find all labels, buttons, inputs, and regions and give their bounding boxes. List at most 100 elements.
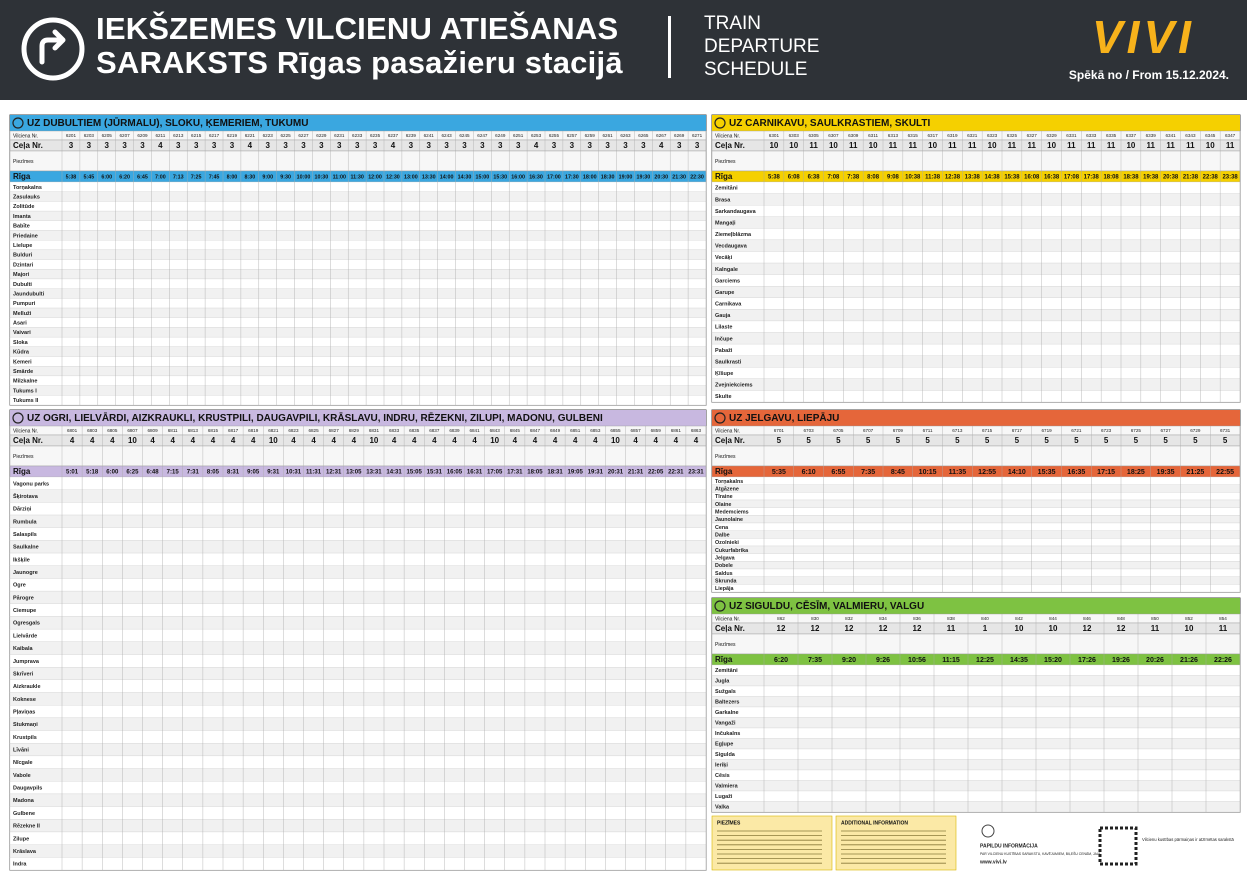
station-row (711, 553, 1241, 562)
station-name: Krāslava (13, 849, 37, 855)
station-row (9, 336, 707, 347)
station-name: Skrīveri (13, 671, 34, 677)
station-name: Pārogre (13, 595, 34, 601)
departure-time: 12:25 (976, 657, 994, 664)
station-name: Milzkalne (13, 379, 37, 385)
row-label: Piezīmes (715, 642, 736, 648)
section-icon (12, 412, 24, 424)
station-name: Carnikava (715, 302, 742, 308)
departure-time: 16:00 (511, 174, 525, 180)
station-row (711, 801, 1241, 813)
station-name: Ogresgals (13, 621, 40, 627)
platform: 3 (552, 141, 557, 150)
train-number: 6725 (1131, 428, 1142, 433)
departure-time: 8:08 (867, 175, 880, 181)
train-number: 862 (777, 616, 785, 621)
station-name: Zasulauks (13, 194, 40, 200)
station-name: Baltezers (715, 700, 739, 706)
train-number: 6267 (656, 133, 667, 138)
departure-time: 18:38 (1123, 175, 1139, 181)
platform: 11 (1028, 141, 1037, 150)
train-number: 830 (811, 616, 819, 621)
platform: 3 (498, 141, 503, 150)
station-name: Koknese (13, 697, 36, 703)
station-name: Vecdaugava (715, 244, 748, 250)
station-name: Cena (715, 525, 729, 531)
station-name: Indra (13, 862, 27, 868)
train-number: 6711 (923, 428, 933, 433)
platform: 3 (516, 141, 521, 150)
station-name: Dzintari (13, 262, 34, 268)
departure-time: 16:08 (1024, 175, 1040, 181)
station-name: Ziemeļblāzma (715, 232, 752, 238)
departure-time: 6:00 (101, 174, 112, 180)
platform: 12 (777, 624, 786, 633)
train-number: 844 (1049, 616, 1057, 621)
departure-time: 13:31 (366, 470, 382, 476)
station-name: Nīcgale (13, 760, 33, 766)
departure-time: 17:05 (487, 470, 503, 476)
station-name: Garupe (715, 290, 734, 296)
departure-time: 17:08 (1064, 175, 1080, 181)
station-row (9, 654, 707, 668)
platform: 4 (633, 436, 638, 445)
station-name: Salaspils (13, 532, 37, 538)
platform: 4 (432, 436, 437, 445)
platform: 3 (623, 141, 628, 150)
train-number: 6241 (424, 133, 435, 138)
platform: 10 (1126, 141, 1135, 150)
station-name: Ciemupe (13, 608, 36, 614)
departure-time: 9:30 (280, 174, 291, 180)
train-number: 6239 (406, 133, 417, 138)
train-number: 6863 (691, 428, 702, 433)
station-row (9, 249, 707, 260)
platform: 5 (925, 436, 930, 445)
platform: 3 (230, 141, 235, 150)
row-label: Rīga (715, 467, 733, 476)
station-row (711, 759, 1241, 771)
row-label: Piezīmes (13, 159, 34, 165)
station-name: Asari (13, 321, 27, 327)
legend-title: PIEZĪMES (717, 819, 741, 826)
departure-time: 14:00 (440, 174, 454, 180)
station-row (711, 568, 1241, 577)
train-number: 6829 (349, 428, 360, 433)
departure-time: 6:25 (126, 470, 139, 476)
departure-time: 13:30 (422, 174, 436, 180)
departure-time: 10:38 (905, 175, 921, 181)
departure-time: 9:20 (842, 657, 856, 664)
section-icon (714, 600, 726, 612)
station-name: Sarkandaugava (715, 209, 757, 215)
station-name: Zilupe (13, 836, 29, 842)
departure-time: 5:18 (86, 470, 99, 476)
departure-time: 22:26 (1214, 657, 1232, 664)
station-row (9, 356, 707, 367)
station-name: Vabole (13, 773, 31, 779)
station-name: Rēzekne II (13, 824, 40, 830)
departure-time: 10:56 (908, 657, 926, 664)
train-number: 6207 (119, 133, 130, 138)
station-row (711, 675, 1241, 687)
departure-time: 7:35 (861, 469, 875, 476)
station-name: Sužgals (715, 689, 736, 695)
platform: 3 (605, 141, 610, 150)
train-number: 6231 (334, 133, 345, 138)
station-name: Zemitāni (715, 668, 738, 674)
footer: PIEZĪMES ADDITIONAL INFORMATION PAPILDU IN… (711, 815, 1235, 871)
platform: 5 (1223, 436, 1228, 445)
station-row (9, 540, 707, 554)
train-number: 6855 (610, 428, 621, 433)
departure-time: 7:15 (167, 470, 180, 476)
platform: 4 (659, 141, 664, 150)
platform: 11 (1067, 141, 1076, 150)
station-name: Aizkraukle (13, 684, 41, 690)
station-name: Valka (715, 805, 730, 811)
departure-time: 17:26 (1078, 657, 1096, 664)
train-number: 6303 (789, 133, 800, 138)
title-line: DEPARTURE (704, 36, 820, 57)
station-name: Ķīšupe (715, 371, 733, 377)
departure-time: 20:26 (1146, 657, 1164, 664)
train-number: 6819 (248, 428, 259, 433)
row-label: Vilciena Nr. (715, 133, 740, 139)
station-name: Gauja (715, 313, 731, 319)
